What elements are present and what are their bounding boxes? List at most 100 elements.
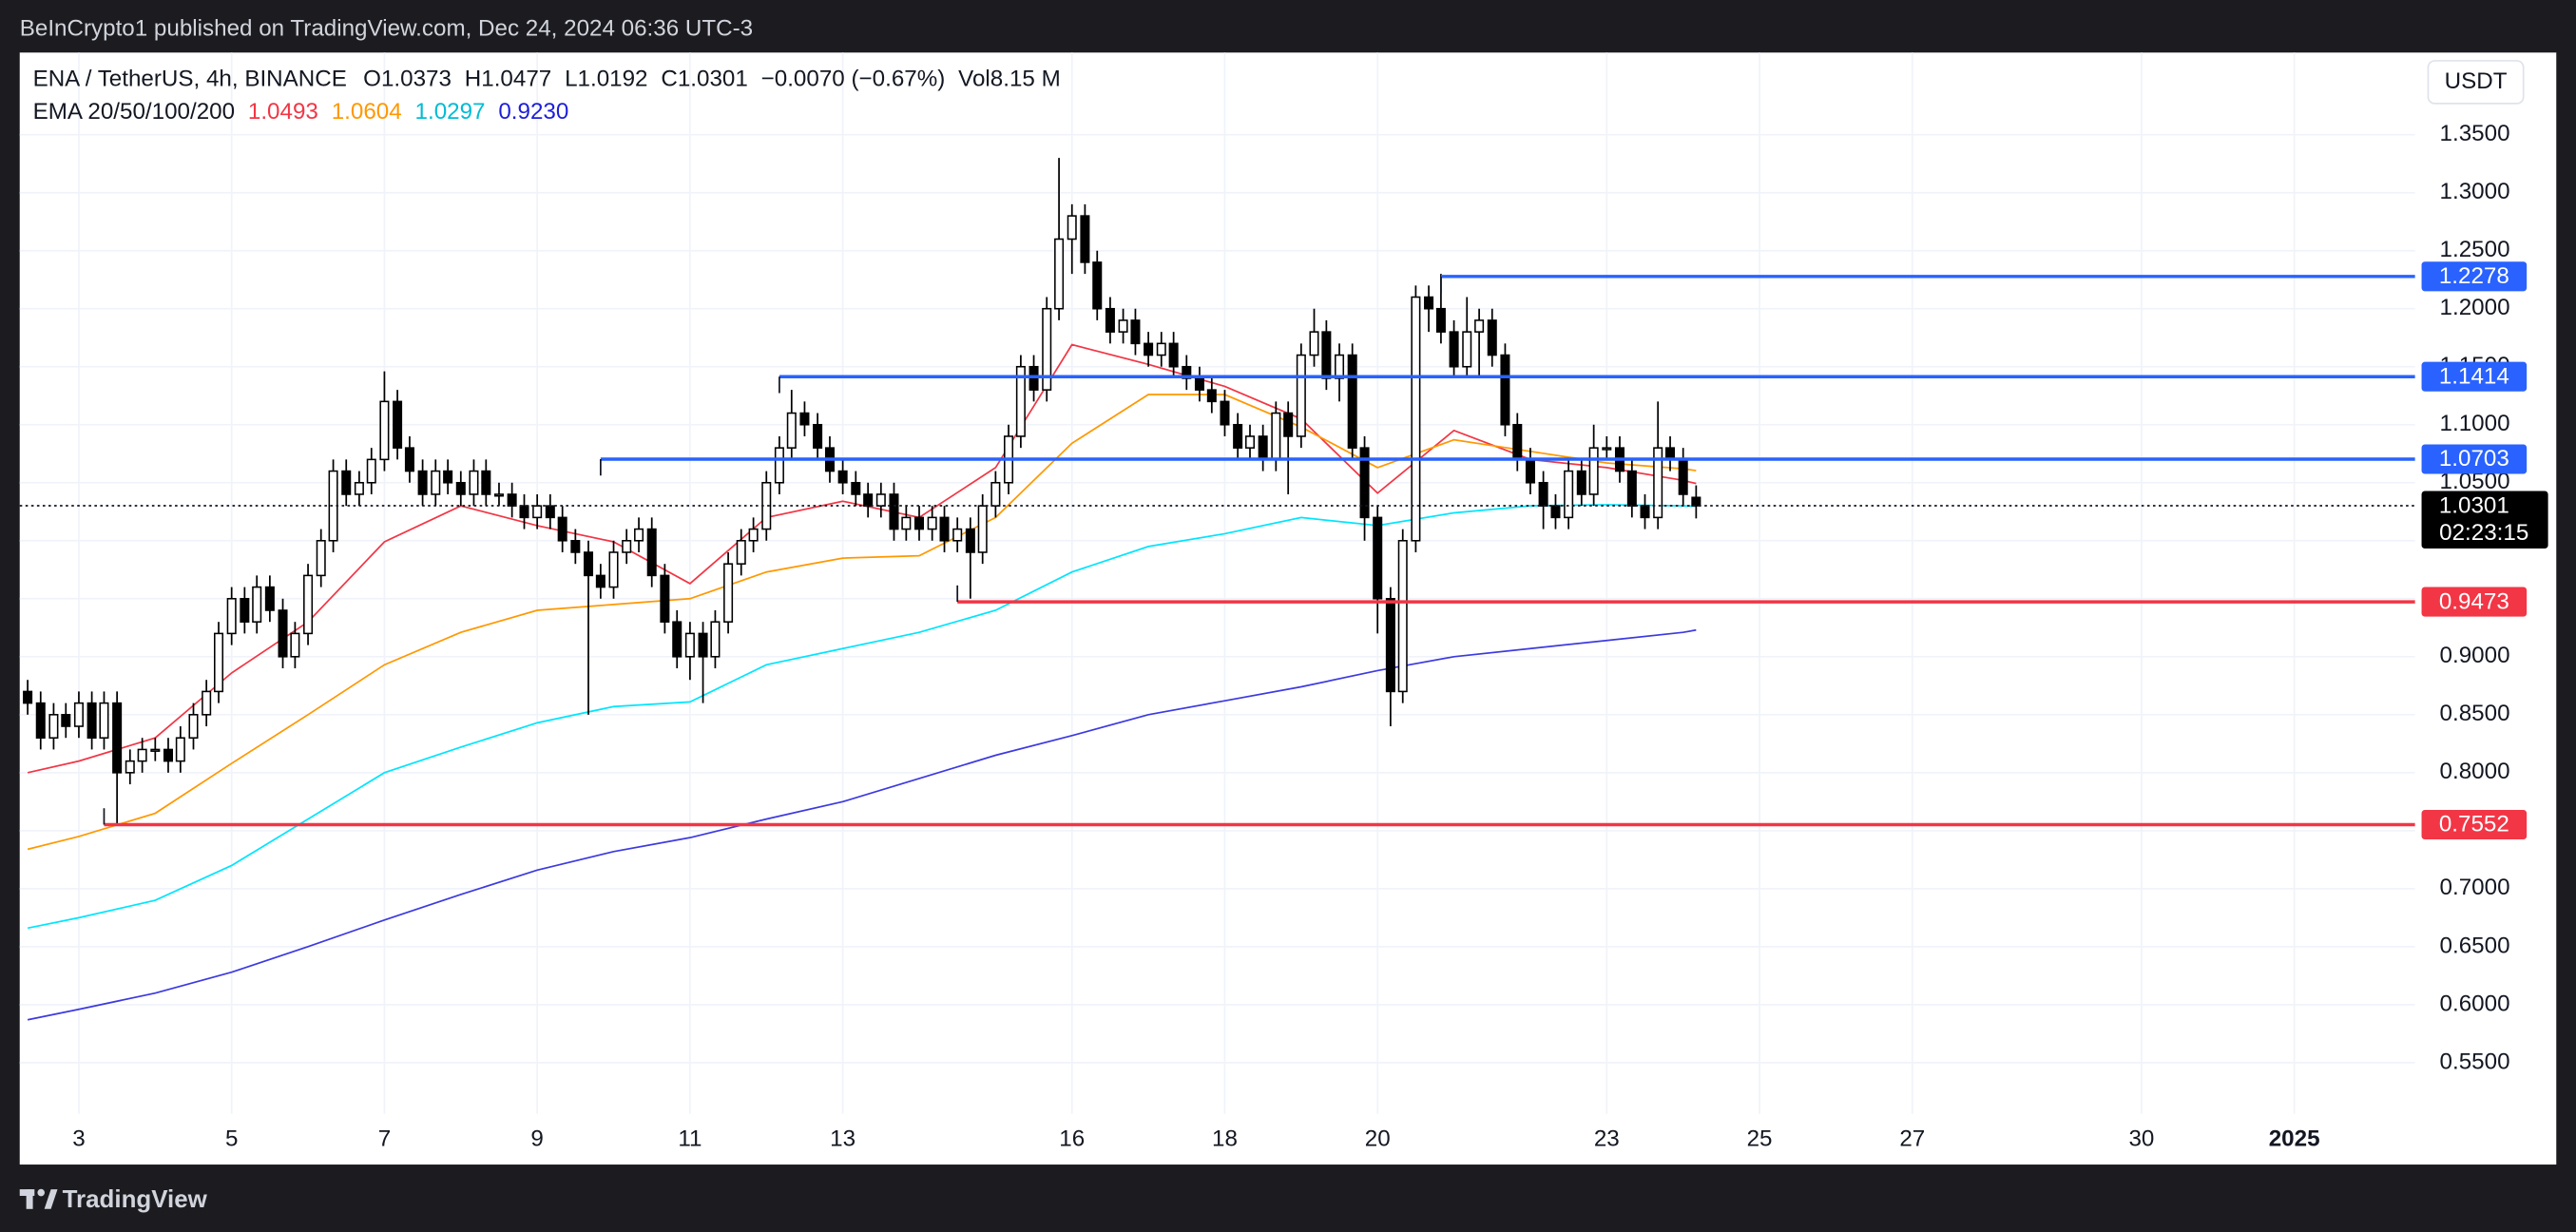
level-label-box: [2421, 261, 2528, 292]
ema-line: [27, 504, 1697, 930]
candle-body: [99, 702, 109, 739]
candle-body: [1144, 342, 1154, 356]
candle-body: [137, 748, 147, 762]
price-axis: 0.55000.60000.65000.70000.75000.80000.85…: [72, 121, 2548, 1152]
candle-body: [723, 563, 734, 623]
brand: TradingView: [63, 1186, 208, 1213]
candle-body: [1538, 481, 1548, 507]
logo-part: [44, 1189, 58, 1209]
candle-body: [1550, 505, 1561, 519]
candle-body: [851, 481, 861, 495]
candle-body: [163, 748, 173, 762]
candle-body: [1678, 458, 1688, 495]
x-tick-label: 23: [1594, 1126, 1620, 1152]
x-tick-label: 16: [1059, 1126, 1085, 1152]
candle-body: [595, 574, 606, 588]
candle-body: [889, 493, 899, 530]
candle-body: [1435, 307, 1446, 333]
candle-body: [813, 423, 823, 449]
candle-body: [175, 737, 185, 762]
candle-body: [354, 481, 364, 495]
candle-body: [252, 586, 262, 623]
candle-body: [379, 400, 390, 461]
y-tick-label: 0.6000: [2440, 991, 2510, 1016]
candle-body: [748, 528, 759, 542]
candle-body: [608, 551, 619, 588]
candle-body: [736, 540, 746, 565]
candle-body: [1462, 331, 1472, 368]
candle-body: [927, 516, 937, 530]
candle-body: [545, 505, 555, 519]
level-label: 0.7552: [2439, 812, 2509, 837]
ohlc-letter: L: [565, 67, 577, 92]
logo-part: [26, 1189, 33, 1209]
candle-body: [901, 516, 912, 530]
candle-body: [660, 574, 670, 623]
candle-body: [303, 574, 314, 635]
level-label: 1.1414: [2439, 363, 2509, 389]
candle-body: [1512, 423, 1523, 461]
currency[interactable]: USDT: [2445, 68, 2508, 94]
candle-body: [634, 528, 644, 542]
candle-body: [1373, 516, 1383, 600]
candle-body: [1258, 435, 1268, 461]
x-tick-label: 5: [225, 1126, 238, 1152]
candle-body: [125, 760, 135, 774]
ohlc-value: 1.0301: [678, 67, 748, 92]
candle-body: [774, 447, 784, 484]
level-label: 1.2278: [2439, 263, 2509, 289]
y-tick-label: 1.2000: [2440, 295, 2510, 320]
candle-body: [1500, 354, 1510, 426]
ema-line: [27, 628, 1697, 1021]
candle-body: [1156, 342, 1166, 356]
currency-button[interactable]: [2427, 60, 2525, 105]
y-tick-label: 0.9000: [2440, 643, 2510, 668]
candle-body: [646, 528, 657, 577]
candle-body: [1424, 296, 1434, 310]
candle-body: [1347, 354, 1357, 449]
indicator-name: EMA 20/50/100/200: [33, 100, 236, 125]
ohlc-value: 1.0192: [578, 67, 648, 92]
candle-body: [1118, 319, 1128, 333]
x-tick-label: 3: [72, 1126, 85, 1152]
ohlc-letter: O: [363, 67, 381, 92]
candle-body: [443, 470, 453, 484]
y-tick-label: 1.2500: [2440, 237, 2510, 262]
candle-body: [188, 714, 199, 739]
candle-body: [1296, 354, 1306, 437]
candle-body: [1168, 342, 1179, 368]
level-label-box: [2421, 809, 2528, 840]
x-tick-label: 30: [2128, 1126, 2154, 1152]
published-note: BeInCrypto1 published on TradingView.com…: [20, 15, 753, 41]
y-tick-label: 1.1000: [2440, 411, 2510, 436]
ema-value: 1.0604: [332, 100, 402, 125]
x-tick-label: 7: [378, 1126, 391, 1152]
candle-body: [87, 702, 97, 739]
candle-body: [1054, 238, 1065, 310]
candle-body: [1602, 447, 1612, 451]
ohlc-letter: H: [465, 67, 481, 92]
candle-body: [684, 632, 695, 658]
candle-body: [1271, 412, 1281, 461]
y-tick-label: 0.7000: [2440, 875, 2510, 900]
candle-body: [1359, 447, 1370, 519]
candle-body: [469, 470, 479, 495]
candle-body: [532, 505, 543, 519]
candle-body: [672, 621, 682, 658]
candle-body: [952, 528, 963, 542]
candle-body: [1206, 389, 1217, 403]
level-label-box: [2421, 444, 2528, 474]
candle-body: [507, 493, 517, 507]
ohlc-letter: C: [661, 67, 677, 92]
candle-body: [493, 493, 504, 497]
candle-body: [786, 412, 797, 449]
countdown: 02:23:15: [2439, 520, 2528, 546]
candle-body: [112, 702, 123, 774]
candle-body: [1015, 365, 1026, 437]
candle-body: [1564, 470, 1574, 519]
candle-body: [393, 400, 403, 449]
candle-body: [1653, 447, 1663, 519]
candle-body: [455, 481, 466, 495]
candle-body: [264, 586, 275, 611]
